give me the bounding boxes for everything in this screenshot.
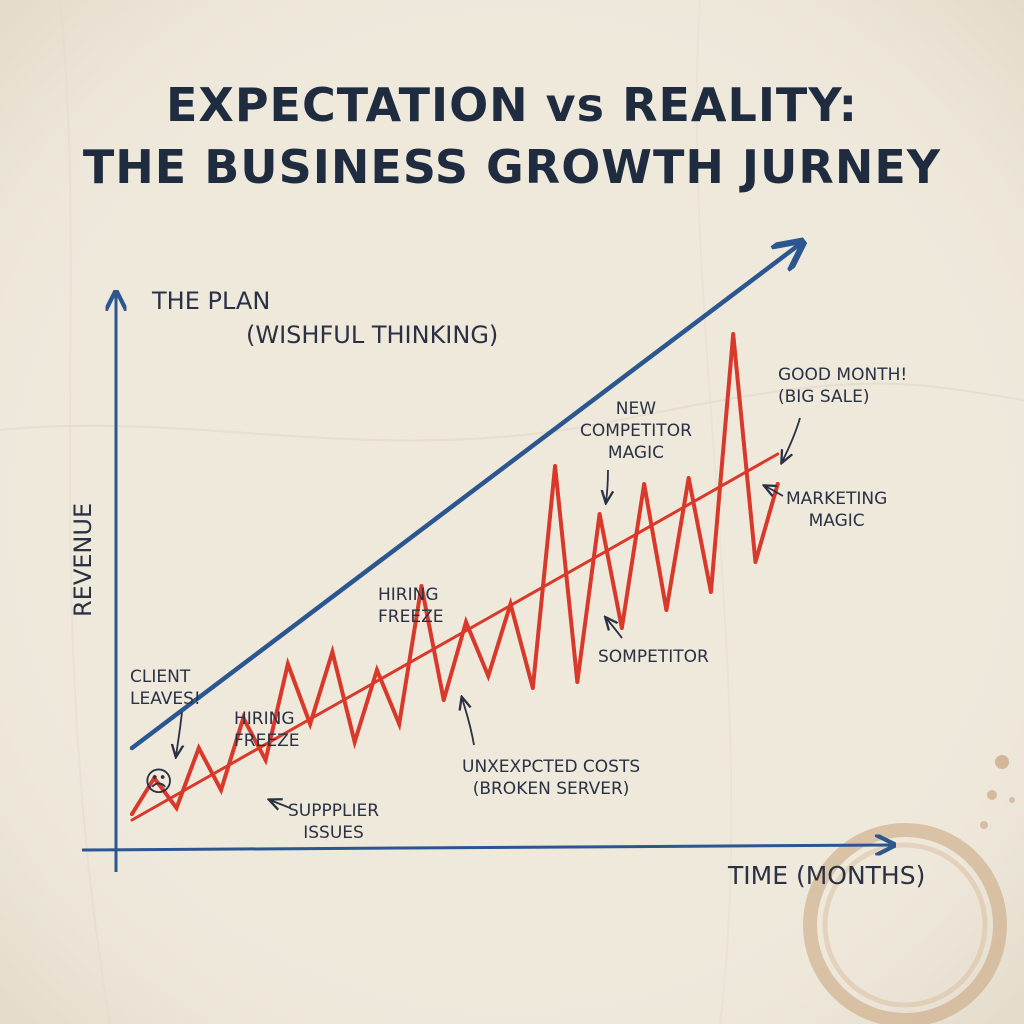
coffee-stain <box>803 755 1015 1024</box>
reality-point <box>419 584 424 588</box>
reality-point <box>775 482 780 486</box>
reality-point <box>597 512 602 516</box>
reality-point <box>664 608 669 612</box>
sompetitor-arrow-icon <box>606 618 623 639</box>
reality-point <box>174 806 179 810</box>
reality-point <box>553 464 558 468</box>
marketing-magic-annotation: MARKETING MAGIC <box>786 489 888 531</box>
reality-point <box>397 722 402 726</box>
reality-point <box>352 740 357 744</box>
competitor-arrow-icon <box>606 469 608 502</box>
sompetitor-annotation: SOMPETITOR <box>598 647 709 667</box>
x-axis-label: TIME (MONTHS) <box>728 861 926 890</box>
good-month-arrow-icon <box>782 417 801 462</box>
reality-point <box>486 674 491 678</box>
hiring-freeze-annotation-2: HIRING FREEZE <box>378 585 444 627</box>
client-arrow-icon <box>176 711 182 756</box>
reality-point <box>708 590 713 594</box>
sad-face-icon: ☹ <box>144 765 174 798</box>
chart-title: EXPECTATION vs REALITY: <box>165 78 859 132</box>
supplier-arrow-icon <box>270 800 291 808</box>
reality-point <box>731 332 736 336</box>
unexpected-costs-annotation: UNXEXPCTED COSTS (BROKEN SERVER) <box>462 757 641 799</box>
reality-point <box>263 758 268 762</box>
reality-point <box>530 686 535 690</box>
reality-point <box>374 668 379 672</box>
reality-point <box>196 746 201 750</box>
new-competitor-annotation: NEW COMPETITOR MAGIC <box>580 399 692 463</box>
reality-point <box>241 716 246 720</box>
supplier-issues-annotation: SUPPPLIER ISSUES <box>288 801 380 843</box>
reality-point <box>575 680 580 684</box>
plan-series-line <box>129 244 800 751</box>
marketing-arrow-icon <box>765 486 784 496</box>
plan-label: THE PLAN (WISHFUL THINKING) <box>152 284 498 352</box>
reality-point <box>441 698 446 702</box>
reality-point <box>152 776 157 780</box>
reality-point <box>464 620 468 624</box>
x-axis <box>81 845 892 850</box>
reality-point <box>330 650 335 654</box>
reality-point <box>508 602 513 606</box>
reality-point <box>285 662 290 666</box>
client-leaves-annotation: CLIENT LEAVES! <box>130 667 201 709</box>
reality-point <box>753 560 758 564</box>
good-month-annotation: GOOD MONTH! (BIG SALE) <box>778 365 908 407</box>
reality-point <box>308 722 313 726</box>
reality-point <box>686 476 691 480</box>
reality-point <box>619 626 624 630</box>
hiring-freeze-annotation-1: HIRING FREEZE <box>234 709 300 751</box>
reality-point <box>642 482 647 486</box>
reality-point <box>219 788 224 792</box>
reality-point <box>130 812 134 816</box>
reality-series-line <box>130 333 780 816</box>
plan-label-line1: THE PLAN <box>152 287 271 315</box>
plan-label-line2: (WISHFUL THINKING) <box>246 321 499 349</box>
y-axis-label: REVENUE <box>69 502 97 617</box>
costs-arrow-icon <box>462 698 475 746</box>
reality-trend-line <box>130 452 780 822</box>
annotation-arrows <box>176 417 801 808</box>
chart-subtitle: THE BUSINESS GROWTH JURNEY <box>82 140 942 194</box>
